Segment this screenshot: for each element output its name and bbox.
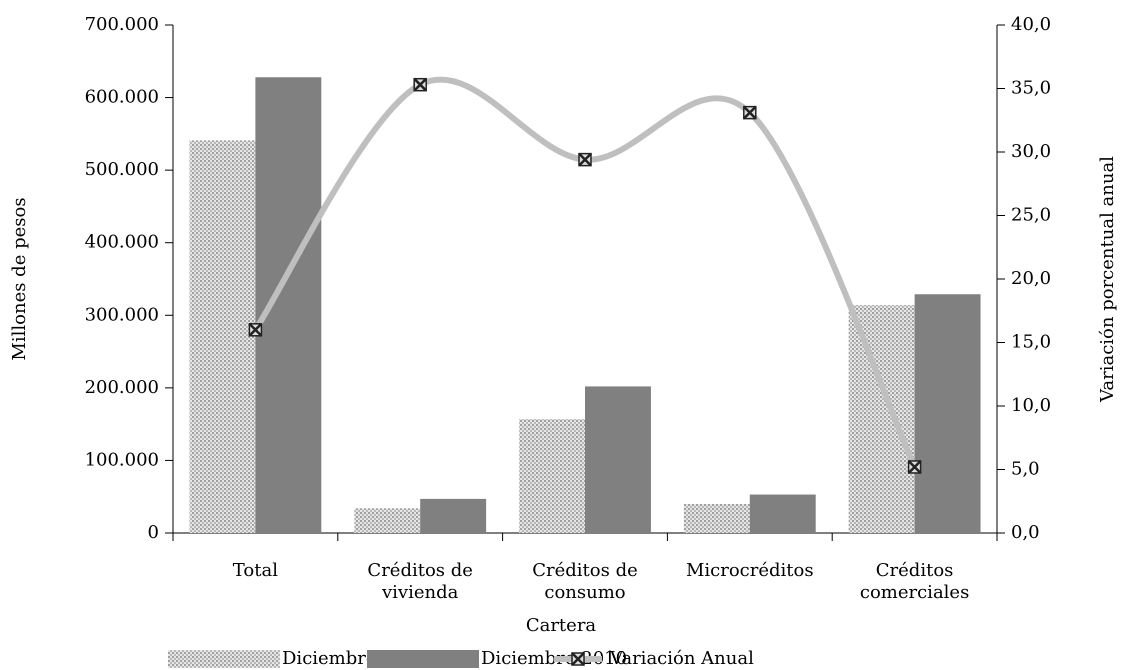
- bar: [585, 386, 651, 533]
- legend-swatch: [168, 650, 280, 668]
- line-marker: [742, 105, 757, 120]
- bar: [914, 294, 981, 533]
- bar: [683, 503, 750, 533]
- y2-axis-title: Variación porcentual anual: [1097, 156, 1118, 403]
- line-marker: [578, 152, 592, 167]
- line-marker: [248, 322, 263, 337]
- legend-swatch: [367, 650, 479, 668]
- y-tick-label: 300.000: [85, 304, 159, 325]
- line-marker: [571, 652, 585, 666]
- x-tick-label: Total: [232, 560, 278, 581]
- bar: [519, 419, 585, 533]
- y2-tick-label: 25,0: [1011, 205, 1051, 226]
- bar: [420, 498, 487, 533]
- y2-tick-label: 30,0: [1011, 141, 1051, 162]
- bar: [749, 494, 816, 533]
- y2-tick-label: 35,0: [1011, 78, 1051, 99]
- x-tick-label: Créditos comerciales: [859, 560, 970, 603]
- y-tick-label: 600.000: [85, 87, 159, 108]
- y-tick-label: 0: [148, 522, 159, 543]
- y2-tick-label: 10,0: [1011, 395, 1051, 416]
- y2-tick-label: 20,0: [1011, 268, 1051, 289]
- y2-tick-label: 5,0: [1011, 459, 1040, 480]
- y2-tick-label: 40,0: [1011, 14, 1051, 35]
- x-tick-label: Créditos de vivienda: [367, 560, 473, 603]
- line-marker: [907, 460, 922, 474]
- y-tick-label: 200.000: [85, 377, 159, 398]
- y-tick-label: 400.000: [85, 232, 159, 253]
- y-axis-title: Millones de pesos: [9, 197, 30, 360]
- bar: [354, 508, 421, 533]
- x-tick-label: Créditos de consumo: [532, 560, 638, 603]
- line-marker: [413, 77, 428, 92]
- y-tick-label: 100.000: [85, 449, 159, 470]
- legend-label: Variación Anual: [609, 648, 754, 669]
- x-axis-title: Cartera: [526, 615, 597, 636]
- x-tick-label: Microcréditos: [685, 560, 814, 581]
- bar: [189, 140, 256, 534]
- y-tick-label: 700.000: [85, 14, 159, 35]
- y2-tick-label: 0,0: [1011, 522, 1040, 543]
- y2-tick-label: 15,0: [1011, 332, 1051, 353]
- y-tick-label: 500.000: [85, 159, 159, 180]
- bar: [255, 77, 322, 533]
- bar: [848, 305, 915, 533]
